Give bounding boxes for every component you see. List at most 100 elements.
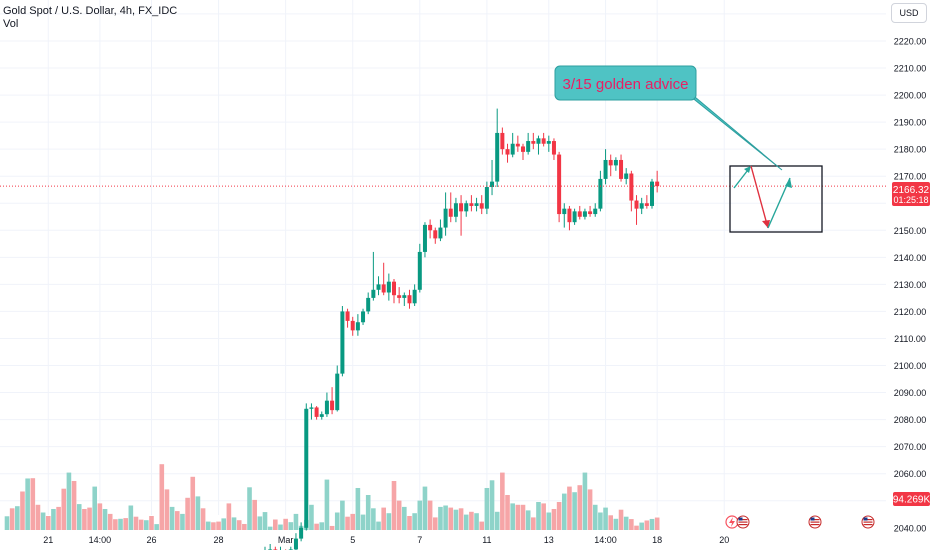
- volume-bar: [463, 514, 469, 530]
- price-tick-label: 2040.00: [894, 523, 927, 533]
- candle-body: [443, 208, 448, 228]
- volume-bar: [118, 518, 123, 530]
- candle-body: [381, 284, 386, 293]
- time-tick-label: 21: [43, 535, 53, 545]
- candle-body: [392, 281, 396, 296]
- time-tick-label: 14:00: [89, 535, 112, 545]
- callout-box[interactable]: [554, 65, 697, 101]
- candle-body: [577, 211, 582, 217]
- candle-body: [355, 322, 360, 331]
- volume-bar: [262, 512, 268, 530]
- time-axis[interactable]: 21 14:00 26 28 Mar 5 7 11 13 14:00 18 20: [43, 535, 729, 545]
- price-tick-label: 2060.00: [894, 469, 927, 479]
- candle-body: [521, 146, 525, 152]
- volume-bar: [515, 504, 521, 530]
- volume-bar: [231, 517, 237, 530]
- volume-bar: [314, 523, 319, 530]
- candle-body: [490, 181, 495, 188]
- volume-bar: [87, 507, 92, 530]
- last-price-value: 2166.32: [893, 185, 930, 196]
- price-tick-label: 2220.00: [894, 36, 927, 46]
- candle-body: [293, 538, 298, 550]
- candle-body: [624, 173, 629, 179]
- price-tick-label: 2080.00: [894, 415, 927, 425]
- candle-body: [562, 208, 567, 215]
- candle-body: [412, 289, 417, 304]
- candle-body: [557, 154, 562, 215]
- candle-body: [448, 208, 453, 217]
- price-tick-label: 2130.00: [894, 280, 927, 290]
- volume-bar: [556, 501, 562, 530]
- candle-body: [422, 224, 427, 252]
- volume-bar: [536, 501, 541, 530]
- volume-bar: [102, 508, 108, 530]
- candle-body: [330, 400, 335, 411]
- candle-body: [551, 141, 556, 155]
- volume-bar: [133, 516, 139, 530]
- us-flag-icon[interactable]: [736, 515, 750, 529]
- candle-body: [469, 203, 474, 206]
- volume-bar: [355, 487, 361, 530]
- drawings[interactable]: 3/15 golden advice: [554, 65, 823, 233]
- candle-body: [402, 295, 407, 298]
- candle-body: [634, 200, 639, 209]
- volume-bar: [469, 511, 474, 530]
- volume-bar: [185, 497, 190, 530]
- volume-bar: [278, 524, 283, 530]
- volume-bar: [4, 516, 10, 530]
- volume-bar: [144, 520, 149, 530]
- currency-button[interactable]: USD: [891, 3, 927, 23]
- volume-bar: [71, 480, 77, 530]
- volume-bar: [216, 521, 221, 530]
- candle-body: [619, 159, 624, 179]
- candle-body: [350, 320, 355, 331]
- candle-body: [397, 295, 402, 298]
- price-tick-label: 2190.00: [894, 118, 927, 128]
- flash-icon[interactable]: [725, 515, 739, 529]
- volume-bar: [649, 518, 655, 530]
- forecast-box[interactable]: [729, 165, 823, 233]
- volume-bar: [494, 511, 500, 530]
- volume-bar: [226, 503, 232, 530]
- us-flag-icon[interactable]: [808, 515, 822, 529]
- volume-bar: [582, 472, 588, 530]
- volume-bar: [309, 504, 314, 530]
- price-axis[interactable]: 2040.002050.002060.002070.002080.002090.…: [894, 9, 927, 533]
- forecast-arrowhead-3: [785, 178, 792, 188]
- us-flag-icon[interactable]: [861, 515, 875, 529]
- time-tick-label: 14:00: [594, 535, 617, 545]
- time-tick-label: 11: [482, 535, 491, 545]
- time-tick-label: Mar: [278, 535, 294, 545]
- candle-body: [588, 211, 593, 215]
- volume-bar: [159, 464, 165, 530]
- candle-body: [433, 230, 438, 239]
- volume-bar: [572, 492, 577, 530]
- candle-body: [629, 173, 634, 201]
- volume-bar: [236, 520, 242, 530]
- volume-bar: [561, 493, 567, 530]
- volume-bar: [598, 512, 603, 530]
- candle-body: [515, 143, 520, 147]
- candle-body: [650, 181, 654, 206]
- candle-body: [613, 159, 618, 166]
- volume-bar: [107, 513, 113, 530]
- volume-bar: [458, 508, 464, 530]
- candle-body: [603, 159, 608, 179]
- candle-body: [541, 138, 546, 144]
- candle-body: [309, 407, 314, 409]
- volume-bar: [531, 517, 536, 530]
- volume-bar: [247, 487, 252, 530]
- chart-title[interactable]: Gold Spot / U.S. Dollar, 4h, FX_IDC: [3, 5, 178, 17]
- event-markers[interactable]: [725, 515, 875, 529]
- volume-bar: [128, 505, 134, 530]
- candle-body: [376, 284, 381, 290]
- volume-bar: [345, 516, 350, 530]
- volume-bar: [324, 479, 330, 530]
- volume-bar: [267, 526, 273, 530]
- volume-bar: [113, 519, 118, 530]
- forecast-arrow-down-path[interactable]: [750, 165, 769, 229]
- volume-bar: [252, 499, 257, 530]
- indicator-label[interactable]: Vol: [3, 18, 19, 30]
